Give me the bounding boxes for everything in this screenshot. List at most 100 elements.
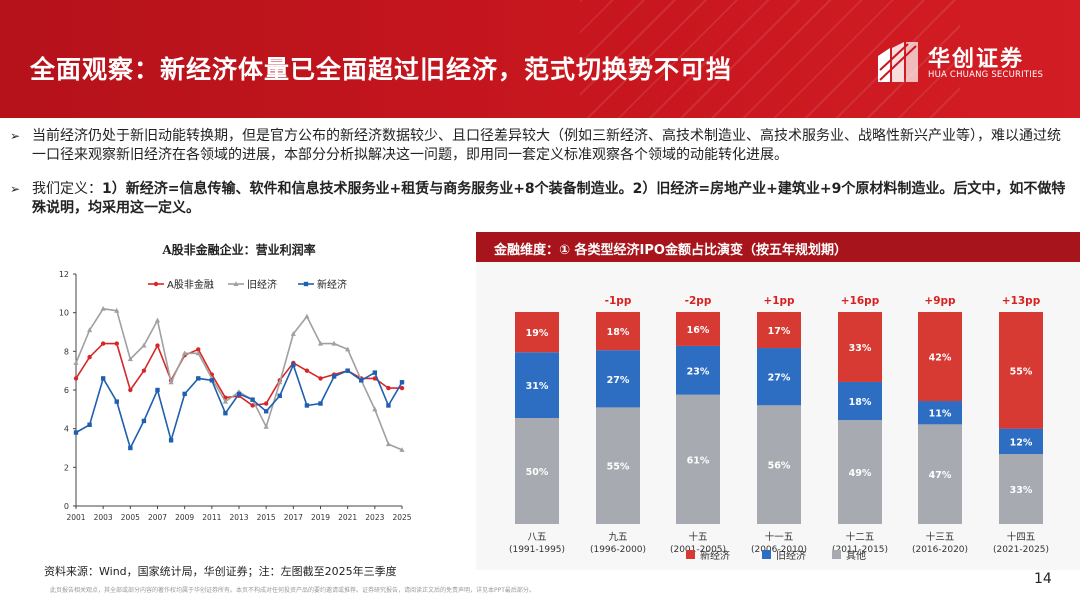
x-tick-label: 2005	[121, 513, 140, 522]
company-logo: 华创证券 HUA CHUANG SECURITIES	[876, 40, 1048, 86]
data-point	[304, 368, 310, 373]
bar-segment-旧经济	[838, 381, 882, 421]
logo-mark-icon	[878, 42, 918, 82]
data-point	[331, 374, 337, 379]
category-years-label: (2016-2020)	[912, 545, 968, 555]
data-point	[141, 418, 147, 424]
data-point	[345, 368, 350, 373]
slide-title: 全面观察：新经济体量已全面超过旧经济，范式切换势不可挡	[30, 55, 733, 84]
bar-segment-其他	[596, 407, 640, 524]
bar-segment-新经济	[999, 312, 1043, 429]
data-point	[196, 347, 201, 352]
bullet-text: 我们定义：1）新经济=信息传输、软件和信息技术服务业+租赁与商务服务业+8个装备…	[32, 180, 1068, 218]
bar-value-label: 19%	[526, 328, 549, 339]
data-point	[263, 401, 269, 406]
data-point	[168, 379, 174, 385]
data-point	[359, 378, 364, 383]
bar-segment-其他	[676, 394, 720, 524]
legend-swatch	[686, 550, 695, 559]
bar-value-label: 23%	[687, 366, 710, 377]
data-point	[290, 331, 296, 336]
x-tick-label: 2011	[202, 513, 221, 522]
y-tick-label: 6	[64, 386, 69, 395]
data-point	[209, 378, 215, 383]
disclaimer-text: 此页报告相关观点，其全部或部分内容的著作权均属于华创证券所有。本页不构成对任何投…	[50, 587, 535, 594]
data-point	[277, 393, 282, 398]
y-tick-label: 12	[59, 270, 69, 279]
data-point	[263, 423, 269, 429]
bar-value-label: 11%	[929, 409, 952, 420]
definition-prefix: 我们定义：	[32, 181, 102, 197]
change-label: +1pp	[763, 295, 795, 307]
data-point	[304, 313, 310, 319]
x-tick-label: 2015	[257, 513, 276, 522]
bar-segment-其他	[999, 454, 1043, 524]
x-tick-label: 2017	[284, 513, 303, 522]
x-tick-label: 2025	[392, 513, 411, 522]
legend-label: 旧经济	[247, 278, 277, 291]
data-point	[128, 387, 133, 393]
data-point	[100, 376, 106, 381]
legend-swatch	[832, 550, 841, 559]
category-years-label: (1996-2000)	[590, 545, 646, 555]
bar-segment-新经济	[918, 312, 962, 402]
x-tick-label: 2009	[175, 513, 194, 522]
data-point	[250, 397, 255, 402]
x-tick-label: 2013	[229, 513, 248, 522]
category-label: 十一五	[765, 531, 794, 543]
bar-segment-其他	[515, 418, 559, 524]
bar-segment-旧经济	[757, 348, 801, 406]
data-point	[291, 362, 296, 368]
bar-segment-新经济	[757, 312, 801, 349]
data-point	[87, 354, 92, 360]
data-point	[223, 411, 228, 416]
bar-segment-旧经济	[676, 345, 720, 395]
logo-text-cn: 华创证券	[928, 47, 1025, 72]
data-point	[345, 346, 351, 352]
category-label: 八五	[527, 532, 546, 543]
legend-marker	[303, 281, 309, 287]
bar-segment-其他	[918, 424, 962, 524]
legend-marker	[233, 281, 239, 286]
y-tick-label: 2	[64, 463, 69, 472]
bar-value-label: 56%	[768, 461, 791, 472]
change-label: +13pp	[1002, 295, 1041, 307]
category-label: 十三五	[926, 531, 955, 543]
page-number: 14	[1034, 571, 1052, 587]
bar-value-label: 33%	[1010, 485, 1033, 496]
data-point	[182, 391, 187, 397]
data-point	[155, 387, 160, 393]
y-tick-label: 0	[64, 502, 69, 511]
bar-value-label: 47%	[929, 470, 952, 481]
legend-label: 旧经济	[776, 549, 806, 562]
data-point	[386, 403, 391, 408]
category-years-label: (2021-2025)	[993, 545, 1049, 555]
x-tick-label: 2021	[338, 513, 357, 522]
x-tick-label: 2003	[94, 513, 113, 522]
bar-value-label: 50%	[526, 467, 549, 478]
data-point	[114, 399, 119, 404]
bar-value-label: 27%	[768, 373, 791, 384]
legend-label: 其他	[846, 549, 866, 562]
chart-title: A股非金融企业：营业利润率	[161, 242, 315, 257]
source-note: 资料来源：Wind，国家统计局，华创证券；注：左图截至2025年三季度	[44, 565, 397, 578]
data-point	[168, 438, 174, 443]
x-tick-label: 2019	[311, 513, 330, 522]
category-label: 十四五	[1007, 531, 1036, 543]
line-chart-canvas: A股非金融企业：营业利润率 0 2 4 6 8 10 12 2001 2003 2005 2007 20…	[59, 242, 412, 522]
data-point	[399, 447, 405, 452]
bar-value-label: 55%	[607, 462, 630, 473]
data-point	[154, 317, 161, 323]
data-point	[141, 342, 147, 348]
category-label: 十二五	[846, 531, 875, 543]
data-point	[100, 306, 106, 311]
x-tick-label: 2001	[66, 513, 85, 522]
data-point	[155, 343, 160, 348]
data-point	[399, 380, 405, 385]
data-point	[195, 350, 201, 356]
bar-segment-新经济	[676, 312, 720, 346]
bar-value-label: 55%	[1010, 366, 1033, 377]
x-tick-label: 2007	[148, 513, 167, 522]
change-label: -2pp	[685, 295, 712, 307]
bar-segment-旧经济	[515, 352, 559, 418]
